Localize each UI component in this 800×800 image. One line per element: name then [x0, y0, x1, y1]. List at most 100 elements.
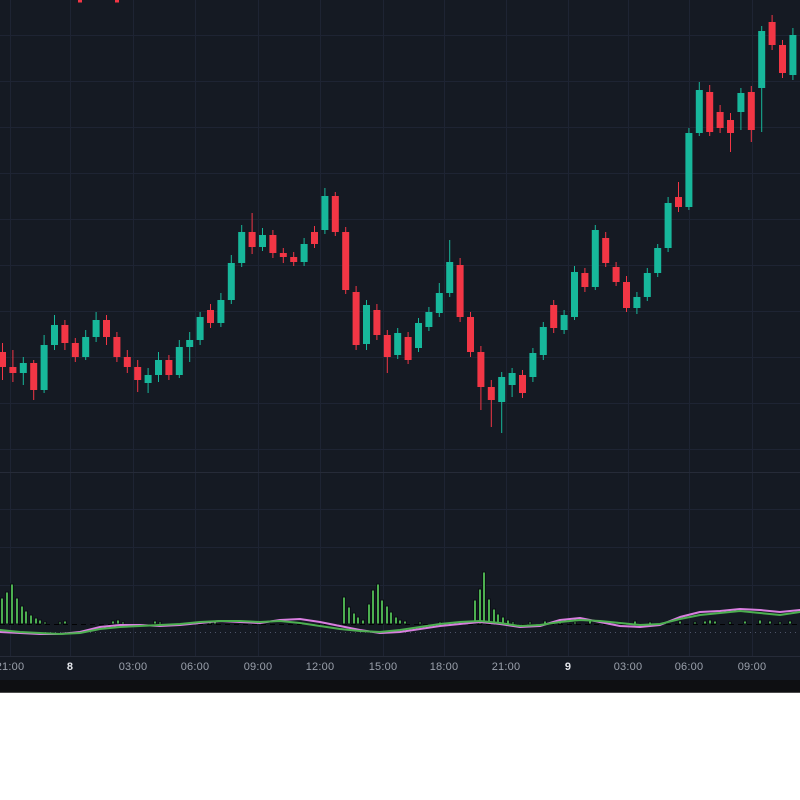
candle-body [113, 337, 121, 357]
volume-bar [728, 621, 732, 625]
candle-body [92, 320, 100, 337]
candle-body [498, 377, 506, 402]
candle-body [259, 235, 266, 247]
volume-bar [482, 571, 486, 625]
volume-bar [758, 619, 762, 625]
candle-body [664, 203, 672, 248]
volume-bar [20, 605, 24, 625]
candle-body [321, 196, 329, 230]
volume-bar [15, 597, 19, 625]
candle-body [560, 315, 568, 330]
time-axis[interactable]: 21:00 8 03:00 06:00 09:00 12:00 15:00 18:00 21:0… [0, 656, 800, 680]
volume-bar [743, 620, 747, 625]
candle-body [134, 367, 142, 380]
volume-bar [713, 620, 717, 625]
volume-bar [29, 614, 33, 625]
candle-body [519, 375, 526, 393]
candle-body [82, 337, 90, 357]
time-tick-day-label: 9 [564, 661, 572, 673]
candle-body [103, 320, 110, 337]
candle-body [602, 238, 610, 263]
candle-body [467, 317, 474, 352]
volume-bar [478, 588, 482, 625]
time-tick-label: 03:00 [613, 661, 643, 673]
candle-body [716, 112, 724, 128]
cropped-wick-mark [78, 0, 82, 3]
candle-body [425, 312, 433, 327]
candle-body [331, 196, 339, 232]
candle-body [623, 282, 630, 308]
volume-bar [473, 599, 477, 625]
volume-bar [394, 616, 398, 625]
candle-body [227, 263, 235, 300]
candle-body [186, 340, 194, 347]
candle-body [404, 337, 412, 360]
volume-bar [5, 591, 9, 625]
volume-bar [10, 583, 14, 625]
candle-body [300, 244, 308, 262]
candle-body [435, 293, 443, 313]
volume-bar [361, 619, 365, 625]
cropped-wick-mark [115, 0, 119, 3]
chart-canvas[interactable] [0, 0, 800, 680]
candle-body [612, 267, 620, 282]
candle-body [311, 232, 318, 244]
candle-body [342, 232, 350, 290]
volume-bar [768, 620, 772, 625]
volume-bar [788, 620, 792, 625]
candle-body [0, 352, 6, 367]
time-tick-label: 09:00 [243, 661, 273, 673]
time-tick-label: 03:00 [118, 661, 148, 673]
volume-bar [389, 611, 393, 625]
time-tick-label: 09:00 [737, 661, 767, 673]
candle-body [51, 325, 58, 345]
volume-histogram [0, 571, 792, 625]
volume-bar [158, 621, 162, 625]
volume-bar [778, 621, 782, 625]
candle-body [706, 92, 714, 132]
candle-body [581, 273, 589, 287]
candle-body [727, 120, 734, 133]
volume-bar [63, 620, 67, 625]
volume-bar [153, 620, 157, 625]
volume-bar [34, 617, 38, 625]
candle-body [508, 373, 516, 385]
volume-bar [116, 619, 120, 625]
time-tick-label: 06:00 [180, 661, 210, 673]
time-tick-label: 21:00 [0, 661, 25, 673]
candle-body [383, 335, 391, 357]
candle-body [196, 317, 204, 340]
time-tick-label: 15:00 [368, 661, 398, 673]
candles [0, 15, 797, 433]
volume-bar [398, 619, 402, 625]
time-tick-day-label: 8 [66, 661, 74, 673]
volume-bar [678, 620, 682, 625]
candle-body [675, 197, 682, 207]
candle-body [352, 292, 360, 345]
volume-bar [376, 583, 380, 625]
candle-body [175, 347, 183, 375]
time-tick-label: 12:00 [305, 661, 335, 673]
fast-line [0, 610, 800, 635]
volume-bar [356, 616, 360, 625]
candle-body [279, 253, 287, 257]
volume-bar [371, 589, 375, 625]
page-background [0, 693, 800, 800]
candle-body [487, 387, 495, 400]
candle-body [591, 230, 599, 287]
gridlines [0, 0, 800, 656]
candle-body [61, 325, 69, 343]
volume-bar [708, 619, 712, 625]
candle-body [363, 305, 370, 344]
candle-body [123, 357, 131, 367]
candle-body [539, 327, 547, 355]
trading-chart[interactable]: 21:00 8 03:00 06:00 09:00 12:00 15:00 18:00 21:0… [0, 0, 800, 680]
candle-body [290, 257, 298, 262]
candle-body [758, 31, 766, 88]
volume-bar [487, 598, 491, 625]
candle-body [477, 352, 485, 387]
candle-body [9, 367, 17, 373]
volume-bar [352, 612, 356, 625]
candle-body [571, 272, 578, 317]
